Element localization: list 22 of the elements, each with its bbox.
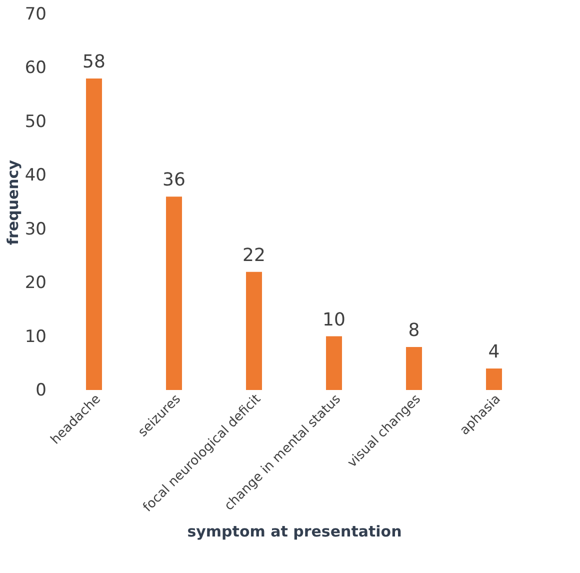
y-tick-label: 70: [24, 4, 46, 24]
bar: [406, 347, 422, 390]
bar: [326, 336, 342, 390]
bar: [486, 368, 502, 390]
x-axis-title: symptom at presentation: [187, 522, 402, 540]
y-tick-label: 30: [24, 219, 46, 240]
bar: [246, 272, 262, 390]
y-tick-label: 50: [24, 112, 46, 132]
data-label: 4: [488, 342, 500, 363]
data-label: 58: [82, 51, 106, 72]
data-label: 36: [162, 170, 186, 191]
data-label: 22: [242, 244, 266, 266]
y-axis-title: frequency: [4, 160, 22, 246]
y-tick-label: 60: [24, 58, 46, 78]
y-tick-label: 10: [24, 326, 46, 347]
y-tick-label: 0: [36, 380, 46, 400]
y-tick-label: 20: [24, 273, 46, 294]
bar: [86, 78, 102, 390]
y-tick-label: 40: [24, 166, 46, 186]
data-label: 8: [408, 320, 420, 342]
data-label: 10: [322, 309, 346, 330]
bar: [166, 196, 182, 390]
